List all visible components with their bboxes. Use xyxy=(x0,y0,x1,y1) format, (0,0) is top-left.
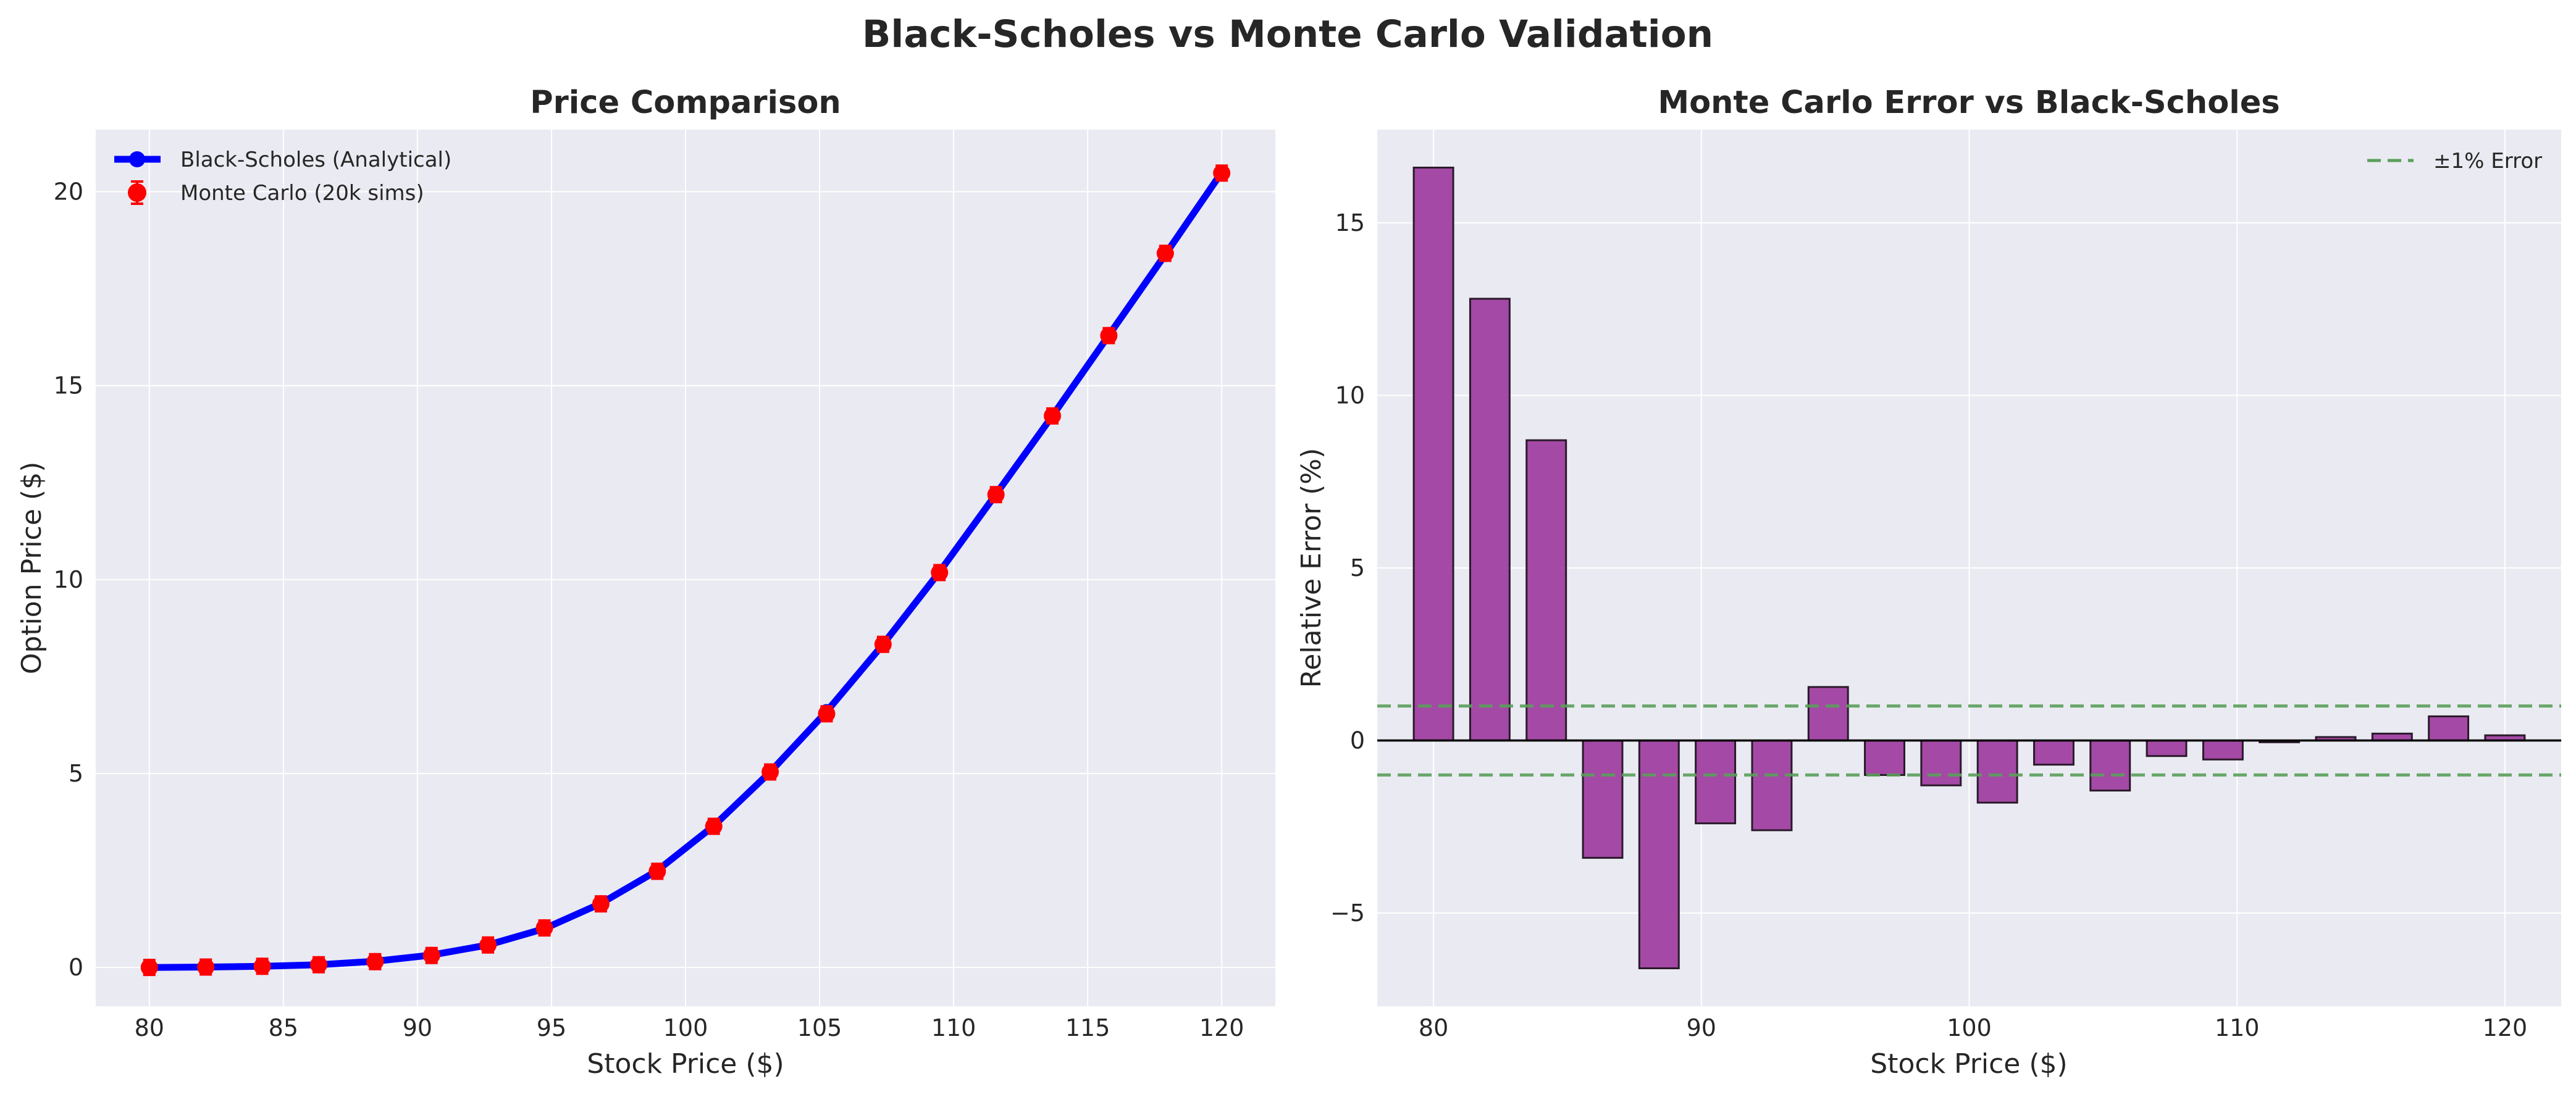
error-bar xyxy=(1582,740,1624,859)
legend-label: ±1% Error xyxy=(2433,149,2542,173)
y-tick-label: 0 xyxy=(1350,727,1365,754)
error-bar xyxy=(1976,740,2018,804)
x-tick-label: 120 xyxy=(2483,1014,2528,1041)
monte-carlo-point xyxy=(931,564,949,582)
monte-carlo-point xyxy=(366,953,384,970)
data-marks xyxy=(140,164,1231,977)
x-tick-label: 110 xyxy=(931,1014,976,1041)
error-bar xyxy=(1807,686,1849,742)
y-axis-label: Option Price ($) xyxy=(16,462,48,674)
monte-carlo-point xyxy=(1100,327,1118,344)
legend-marker-swatch xyxy=(129,151,145,167)
error-bar xyxy=(1469,298,1511,742)
error-bar xyxy=(2428,715,2470,742)
monte-carlo-point xyxy=(1213,164,1231,182)
monte-carlo-point xyxy=(479,936,497,954)
monte-carlo-point xyxy=(253,957,271,975)
x-tick-label: 120 xyxy=(1199,1014,1244,1041)
error-bar xyxy=(2202,740,2244,761)
error-bar xyxy=(1864,740,1905,776)
y-tick-label: −5 xyxy=(1330,899,1365,927)
y-tick-label: 5 xyxy=(1350,554,1365,582)
monte-carlo-point xyxy=(818,705,836,723)
price-comparison-chart: 80 85 90 95 100 105 110 115 120 0 5 10 15 20 Price Co… xyxy=(16,85,1275,1080)
ticks: 80 90 100 110 120 −5 0 5 10 15 xyxy=(1330,209,2527,1041)
x-tick-label: 100 xyxy=(1947,1014,1992,1041)
x-tick-label: 110 xyxy=(2215,1014,2260,1041)
y-tick-label: 15 xyxy=(54,372,83,399)
x-axis-label: Stock Price ($) xyxy=(1870,1048,2067,1080)
monte-carlo-point xyxy=(1156,244,1174,262)
data-marks xyxy=(1377,166,2561,970)
legend: ±1% Error xyxy=(2367,149,2542,173)
legend: Black-Scholes (Analytical) Monte Carlo (2… xyxy=(114,148,451,206)
x-tick-label: 90 xyxy=(1687,1014,1716,1041)
monte-carlo-point xyxy=(705,817,723,835)
grid xyxy=(96,130,1275,1006)
x-tick-label: 80 xyxy=(1419,1014,1448,1041)
x-tick-label: 90 xyxy=(403,1014,432,1041)
chart-title: Monte Carlo Error vs Black-Scholes xyxy=(1658,85,2280,121)
error-bar xyxy=(2089,740,2131,792)
chart-title: Price Comparison xyxy=(530,85,841,121)
error-chart: 80 90 100 110 120 −5 0 5 10 15 Monte Carlo Error … xyxy=(1296,85,2561,1080)
x-tick-label: 80 xyxy=(135,1014,164,1041)
black-scholes-line xyxy=(149,170,1225,971)
y-tick-label: 10 xyxy=(54,566,83,593)
error-bar xyxy=(1695,740,1737,825)
grid xyxy=(1377,130,2561,1006)
monte-carlo-point xyxy=(140,959,158,977)
error-bar xyxy=(1412,166,1454,742)
y-tick-label: 0 xyxy=(69,954,83,981)
legend-label: Black-Scholes (Analytical) xyxy=(180,148,451,172)
legend-marker-swatch xyxy=(128,183,146,202)
y-tick-label: 15 xyxy=(1335,209,1365,236)
x-tick-label: 105 xyxy=(797,1014,842,1041)
y-axis-label: Relative Error (%) xyxy=(1296,448,1327,688)
x-tick-label: 85 xyxy=(269,1014,298,1041)
error-bar xyxy=(1920,740,1962,786)
monte-carlo-point xyxy=(761,763,779,781)
monte-carlo-point xyxy=(987,486,1005,504)
x-tick-label: 115 xyxy=(1065,1014,1110,1041)
error-bar xyxy=(1525,439,1567,742)
x-tick-label: 100 xyxy=(663,1014,708,1041)
monte-carlo-point xyxy=(422,946,440,964)
y-tick-label: 10 xyxy=(1335,382,1365,409)
monte-carlo-point xyxy=(309,956,327,974)
error-bar xyxy=(1751,740,1793,832)
error-bar xyxy=(2146,740,2188,757)
monte-carlo-point xyxy=(197,958,215,976)
y-tick-label: 5 xyxy=(69,760,83,787)
y-tick-label: 20 xyxy=(54,178,83,206)
error-bar xyxy=(2033,740,2075,766)
monte-carlo-point xyxy=(535,919,553,937)
monte-carlo-point xyxy=(592,895,610,913)
monte-carlo-point xyxy=(648,862,666,880)
legend-label: Monte Carlo (20k sims) xyxy=(180,181,424,206)
figure-title: Black-Scholes vs Monte Carlo Validation xyxy=(862,12,1713,56)
monte-carlo-point xyxy=(874,635,892,653)
ticks: 80 85 90 95 100 105 110 115 120 0 5 10 15 20 xyxy=(54,178,1244,1041)
monte-carlo-point xyxy=(1044,407,1062,425)
x-tick-label: 95 xyxy=(537,1014,566,1041)
x-axis-label: Stock Price ($) xyxy=(587,1048,784,1080)
